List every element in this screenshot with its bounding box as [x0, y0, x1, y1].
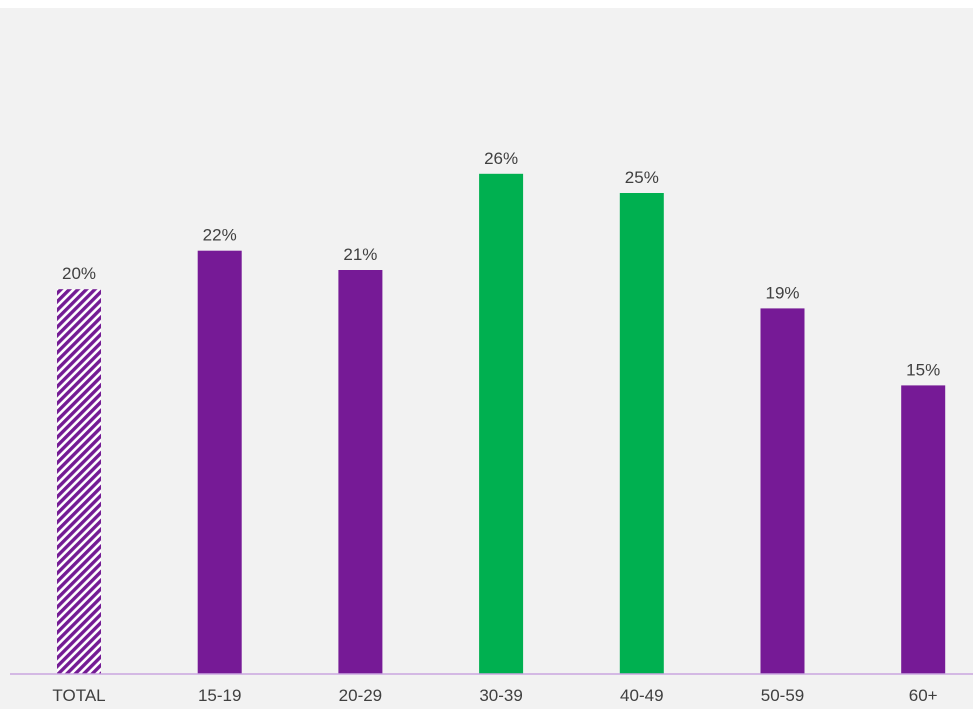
- bar-30-39: [479, 173, 524, 675]
- bar-total: [57, 289, 101, 674]
- data-label: 25%: [625, 168, 659, 187]
- data-label: 20%: [62, 264, 96, 283]
- x-tick-label: 15-19: [198, 686, 241, 705]
- x-tick-label: 60+: [909, 686, 938, 705]
- x-tick-label: 50-59: [761, 686, 804, 705]
- x-tick-label: 30-39: [479, 686, 522, 705]
- x-tick-label: 20-29: [339, 686, 382, 705]
- x-tick-label: TOTAL: [52, 686, 105, 705]
- x-tick-label: 40-49: [620, 686, 663, 705]
- bar-50-59: [760, 308, 805, 674]
- bar-60: [901, 385, 946, 674]
- data-label: 19%: [765, 283, 799, 302]
- bar-20-29: [338, 270, 383, 674]
- data-label: 15%: [906, 360, 940, 379]
- labels-layer: 20% TOTAL 22% 15-19 21% 20-29 26% 30-39 25% 40-49…: [52, 149, 940, 705]
- data-label: 21%: [343, 245, 377, 264]
- data-label: 26%: [484, 149, 518, 168]
- data-label: 22%: [203, 226, 237, 245]
- bar-15-19: [197, 250, 242, 674]
- bars-layer: [57, 173, 946, 675]
- bar-40-49: [619, 193, 664, 674]
